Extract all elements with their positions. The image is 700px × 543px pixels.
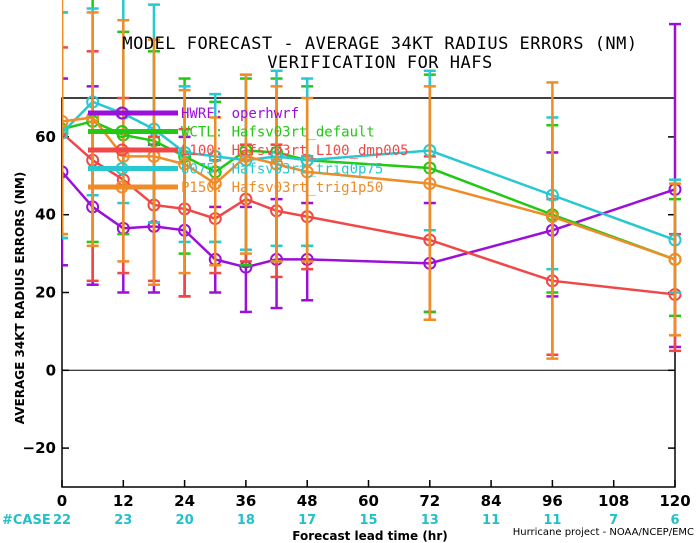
data-point [208,177,222,191]
case-count-label: 11 [543,513,561,528]
legend-label: HWRF: operhwrf [181,106,299,122]
x-tick-label: 96 [542,492,563,510]
case-count-label: 20 [176,513,194,528]
y-tick-label: 20 [35,284,56,302]
data-point [270,157,284,171]
legend-label: U075: Hafsv03rt_trig0p75 [181,162,383,178]
x-tick-label: 0 [57,492,67,510]
legend-swatch-marker [115,180,129,194]
y-axis-label: AVERAGE 34KT RADIUS ERRORS (NM) [13,172,27,424]
credit-text: Hurricane project - NOAA/NCEP/EMC [512,527,694,538]
legend: HWRF: operhwrf WCTL: Hafsv03rt_default L10… [88,106,409,196]
x-tick-label: 84 [481,492,502,510]
y-tick-label: −20 [23,439,56,457]
data-point [178,157,192,171]
case-count-row: #CASE 22 23 20 18 17 15 13 11 11 7 6 [2,513,680,528]
x-tick-label: 108 [598,492,629,510]
case-count-label: 6 [670,513,679,528]
case-count-label: 11 [482,513,500,528]
x-axis-ticks: 0 12 24 36 48 60 72 84 96 108 120 [57,480,691,510]
y-tick-label: 60 [35,128,56,146]
case-count-label: 13 [421,513,439,528]
case-count-label: 23 [114,513,132,528]
data-point [668,252,682,266]
case-count-label: 18 [237,513,255,528]
case-count-label: 17 [298,513,316,528]
x-tick-label: 36 [235,492,256,510]
data-point [545,210,559,224]
data-point [239,149,253,163]
case-count-label: 22 [53,513,71,528]
legend-label: WCTL: Hafsv03rt_default [181,125,375,141]
y-tick-label: 0 [46,361,56,379]
data-point [62,165,69,179]
data-point [62,114,69,128]
x-tick-label: 60 [358,492,379,510]
case-row-label: #CASE [2,513,51,528]
data-point [62,126,69,140]
legend-swatch-marker [115,143,129,157]
case-count-label: 15 [359,513,377,528]
x-tick-label: 24 [174,492,195,510]
legend-swatch-marker [115,162,129,175]
x-tick-label: 72 [419,492,440,510]
legend-swatch-marker [115,125,129,138]
case-count-label: 7 [609,513,618,528]
chart-title: MODEL FORECAST - AVERAGE 34KT RADIUS ERR… [122,34,638,54]
x-tick-label: 12 [113,492,134,510]
y-tick-label: 40 [35,206,56,224]
x-tick-label: 48 [297,492,318,510]
legend-label: L100: Hafsv03rt_L100_dmp005 [181,143,409,159]
chart-subtitle: VERIFICATION FOR HAFS [267,53,493,73]
x-axis-label: Forecast lead time (hr) [292,529,448,543]
data-point [300,165,314,179]
data-point [423,177,437,191]
series-2 [62,46,682,356]
x-tick-label: 120 [659,492,690,510]
legend-swatch-marker [115,106,129,120]
legend-label: P150: Hafsv03rt_trig1p50 [181,180,383,196]
